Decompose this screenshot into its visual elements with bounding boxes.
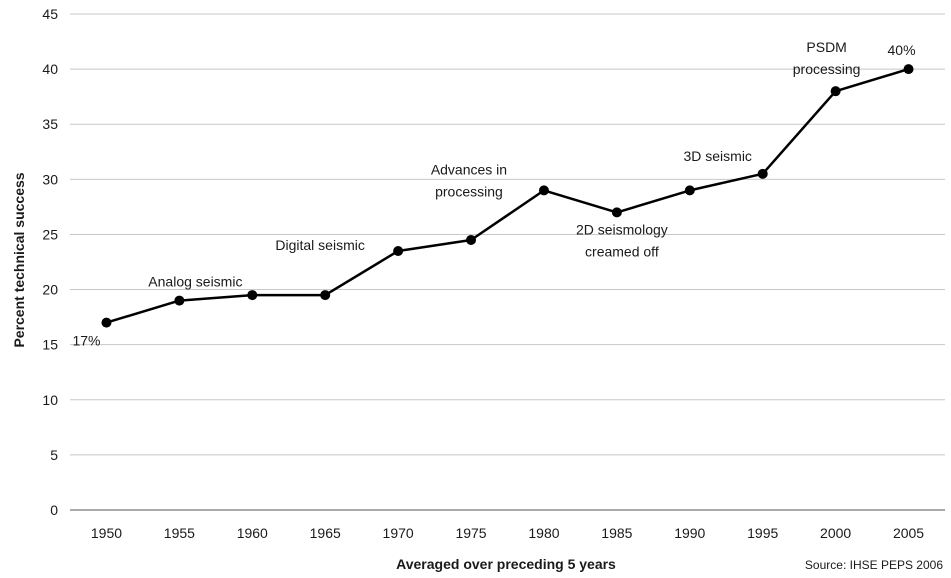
y-tick-40: 40 bbox=[42, 61, 58, 77]
data-point-1990 bbox=[684, 185, 695, 196]
y-axis-title: Percent technical success bbox=[11, 172, 27, 347]
data-points bbox=[101, 64, 914, 328]
data-point-2005 bbox=[903, 64, 914, 75]
annotation-2d-seismology-creamed-off: 2D seismology creamed off bbox=[576, 221, 668, 259]
x-tick-1955: 1955 bbox=[164, 525, 195, 541]
y-tick-0: 0 bbox=[50, 502, 58, 518]
y-tick-5: 5 bbox=[50, 447, 58, 463]
series-line bbox=[106, 67, 909, 324]
data-point-1980 bbox=[538, 185, 549, 196]
x-tick-1980: 1980 bbox=[528, 525, 559, 541]
x-tick-1950: 1950 bbox=[91, 525, 122, 541]
annotation-analog-seismic: Analog seismic bbox=[148, 274, 242, 290]
annotation-40: 40% bbox=[888, 42, 916, 58]
x-axis-title: Averaged over preceding 5 years bbox=[396, 556, 616, 572]
data-point-1970 bbox=[393, 245, 404, 256]
y-tick-30: 30 bbox=[42, 171, 58, 187]
annotation-17: 17% bbox=[72, 333, 100, 349]
y-tick-45: 45 bbox=[42, 6, 58, 22]
x-tick-1965: 1965 bbox=[310, 525, 341, 541]
annotation-digital-seismic: Digital seismic bbox=[275, 237, 364, 253]
x-tick-1990: 1990 bbox=[674, 525, 705, 541]
data-point-1965 bbox=[320, 290, 331, 301]
annotation-advances-in-processing: Advances in processing bbox=[431, 161, 507, 199]
y-tick-35: 35 bbox=[42, 116, 58, 132]
data-point-2000 bbox=[830, 86, 841, 97]
y-tick-20: 20 bbox=[42, 282, 58, 298]
y-tick-25: 25 bbox=[42, 226, 58, 242]
x-tick-2000: 2000 bbox=[820, 525, 851, 541]
data-point-1960 bbox=[247, 290, 258, 301]
annotation-3d-seismic: 3D seismic bbox=[683, 148, 751, 164]
source-note: Source: IHSE PEPS 2006 bbox=[805, 558, 943, 572]
x-tick-labels: 1950 1955 1960 1965 1970 1975 1980 1985 1990 1995… bbox=[91, 525, 924, 541]
data-point-1950 bbox=[101, 317, 112, 328]
x-tick-1960: 1960 bbox=[237, 525, 268, 541]
gridlines bbox=[70, 13, 945, 456]
data-point-1955 bbox=[174, 295, 185, 306]
data-point-1975 bbox=[466, 234, 477, 245]
x-tick-1970: 1970 bbox=[383, 525, 414, 541]
data-point-1985 bbox=[611, 207, 622, 218]
y-tick-labels: 0 5 10 15 20 25 30 35 40 45 bbox=[42, 6, 58, 518]
x-tick-2005: 2005 bbox=[893, 525, 924, 541]
y-tick-10: 10 bbox=[42, 392, 58, 408]
y-tick-15: 15 bbox=[42, 337, 58, 353]
annotations: 17% Analog seismic Digital seismic Advances… bbox=[72, 39, 915, 348]
x-tick-1975: 1975 bbox=[455, 525, 486, 541]
data-point-1995 bbox=[757, 168, 768, 179]
x-tick-1985: 1985 bbox=[601, 525, 632, 541]
x-tick-1995: 1995 bbox=[747, 525, 778, 541]
annotation-psdm-processing: PSDM processing bbox=[793, 39, 861, 77]
